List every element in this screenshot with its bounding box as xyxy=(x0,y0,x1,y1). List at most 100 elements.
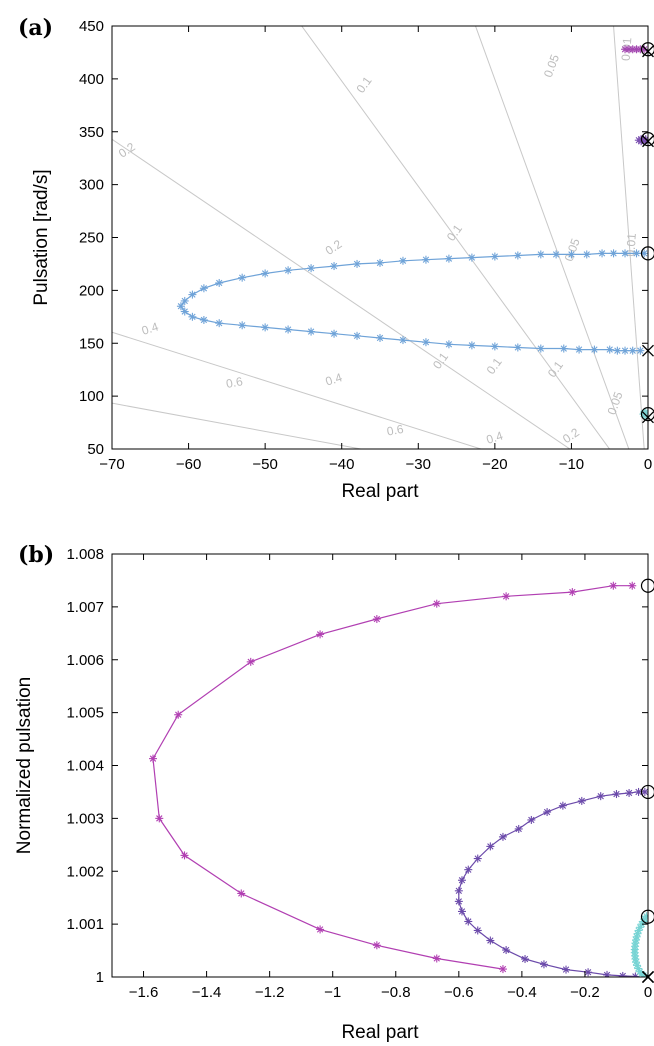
series-point xyxy=(502,946,511,955)
contour-label: 0.05 xyxy=(605,390,626,417)
x-tick-label: −50 xyxy=(252,456,277,473)
start-marker-circle xyxy=(640,578,654,593)
y-tick-label: 1.008 xyxy=(66,546,104,563)
damping-contours: 0.010.010.050.050.050.10.10.10.10.10.20.… xyxy=(112,26,645,449)
series-point xyxy=(180,307,189,316)
series-point xyxy=(398,336,407,345)
series-point xyxy=(567,250,576,259)
contour-label: 0.6 xyxy=(225,374,244,391)
series-group xyxy=(176,45,648,421)
series-point xyxy=(316,630,325,639)
contour-label: 0.1 xyxy=(545,358,566,380)
series-point xyxy=(582,250,591,259)
damping-contour-line xyxy=(112,402,364,449)
series-point xyxy=(188,312,197,321)
series-point xyxy=(621,346,630,355)
series-point xyxy=(559,344,568,353)
y-tick-label: 450 xyxy=(79,18,104,35)
series-point xyxy=(155,814,164,823)
series-point xyxy=(330,329,339,338)
contour-label: 0.6 xyxy=(386,422,405,439)
series-point xyxy=(473,926,482,935)
series-point xyxy=(464,865,473,874)
series-point xyxy=(454,886,463,895)
y-tick-label: 1.001 xyxy=(66,916,104,933)
series-point xyxy=(490,342,499,351)
series-point xyxy=(621,45,630,54)
y-tick-label: 1.005 xyxy=(66,705,104,722)
series-point xyxy=(577,796,586,805)
damping-contour-line xyxy=(112,138,571,449)
series-point xyxy=(238,273,247,282)
series-point xyxy=(621,249,630,258)
series-point xyxy=(284,325,293,334)
y-tick-label: 250 xyxy=(79,230,104,247)
series-point xyxy=(536,250,545,259)
series-point xyxy=(543,808,552,817)
series-point xyxy=(632,249,641,258)
y-tick-label: 1.007 xyxy=(66,599,104,616)
series-point xyxy=(539,960,548,969)
start-marker-circle xyxy=(640,784,654,800)
series-point xyxy=(307,327,316,336)
series-point xyxy=(174,710,183,719)
damping-contour-line xyxy=(112,331,483,449)
x-tick-label: −20 xyxy=(482,456,507,473)
series-point xyxy=(536,344,545,353)
contour-label: 0.2 xyxy=(116,139,138,160)
end-marker-cross xyxy=(642,344,654,357)
y-axis-title: Pulsation [rad/s] xyxy=(31,169,52,305)
y-axis-title: Normalized pulsation xyxy=(14,677,35,854)
start-marker-circle xyxy=(640,407,654,422)
series-point xyxy=(603,970,612,977)
y-tick-label: 50 xyxy=(87,441,104,458)
series-point xyxy=(444,254,453,263)
series-point xyxy=(180,851,189,860)
y-tick-label: 1.006 xyxy=(66,652,104,669)
x-tick-label: −60 xyxy=(176,456,201,473)
series-point xyxy=(421,255,430,264)
series-point xyxy=(215,278,224,287)
series-point xyxy=(372,615,381,624)
series-point xyxy=(432,954,441,963)
x-tick-label: −0.8 xyxy=(381,984,411,1001)
series-point xyxy=(261,323,270,332)
series-point xyxy=(238,321,247,330)
series-point xyxy=(376,333,384,342)
series-point xyxy=(398,256,407,265)
contour-label: 0.1 xyxy=(353,74,374,96)
series-point xyxy=(454,897,463,906)
contour-label: 0.4 xyxy=(140,319,160,337)
y-tick-label: 1 xyxy=(96,969,104,986)
panel-b: (b) −1.6 −1.4 −1.2 −1 −0.8 −0.6 −0.4 −0.2 0 1 1.001… xyxy=(14,542,654,1043)
series-point xyxy=(307,264,316,273)
series-point xyxy=(490,252,499,261)
contour-label: 0.2 xyxy=(323,237,345,258)
series-point xyxy=(199,315,208,324)
end-marker-cross xyxy=(642,135,654,148)
series-group xyxy=(148,581,648,977)
series-point xyxy=(552,250,561,259)
series-point xyxy=(609,581,618,590)
series-point xyxy=(421,338,430,347)
damping-contour-line xyxy=(301,26,611,449)
series-point xyxy=(605,345,614,354)
start-marker-circle xyxy=(640,909,654,924)
y-tick-label: 1.002 xyxy=(66,863,104,880)
series-point xyxy=(467,341,476,350)
series-point xyxy=(237,889,246,898)
series-point xyxy=(598,249,607,258)
plot-frame xyxy=(111,25,649,450)
series-point xyxy=(575,345,584,354)
series-point xyxy=(473,854,482,863)
series-point xyxy=(457,907,466,916)
series-point xyxy=(609,249,618,258)
series-point xyxy=(432,599,441,608)
contour-label: 0.1 xyxy=(430,350,451,372)
series-point xyxy=(527,815,536,824)
series-point xyxy=(486,842,495,851)
series-point xyxy=(457,876,466,885)
series-point xyxy=(188,290,197,299)
x-axis-title: Real part xyxy=(341,1022,419,1043)
